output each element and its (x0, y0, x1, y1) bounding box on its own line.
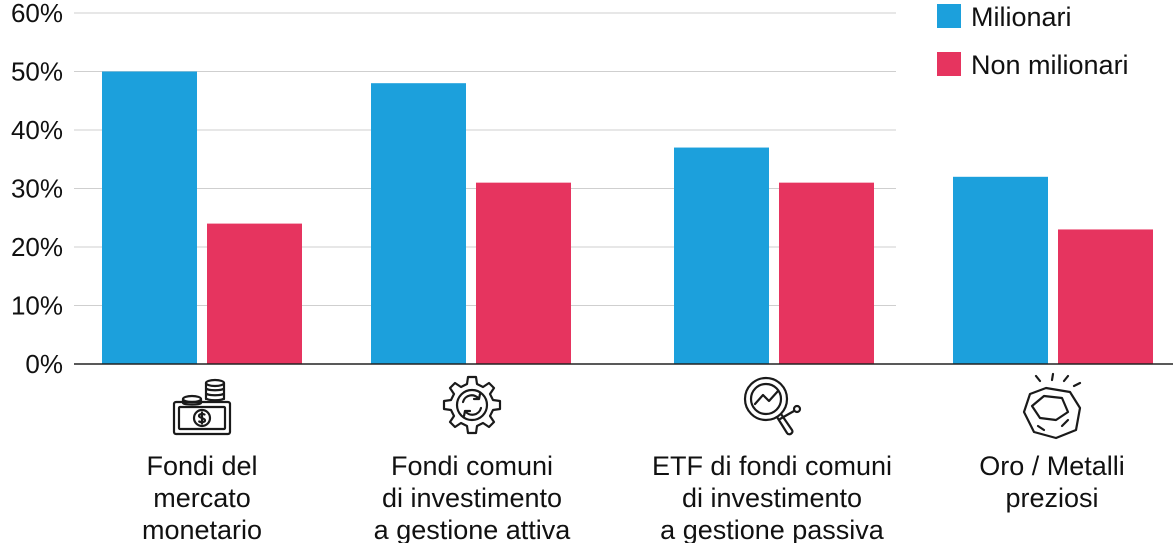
y-tick-label: 10% (11, 291, 63, 321)
category-label-line: a gestione passiva (660, 515, 885, 543)
y-tick-label: 50% (11, 57, 63, 87)
category-label-line: preziosi (1005, 483, 1098, 513)
category-label-line: Fondi comuni (391, 451, 553, 481)
bar-milionari (953, 176, 1048, 364)
y-tick-label: 0% (25, 349, 63, 379)
bar-milionari (674, 147, 769, 364)
magnifier-chart-icon (743, 376, 802, 436)
legend-swatch-milionari (937, 4, 961, 28)
legend-swatch-non-milionari (937, 52, 961, 76)
y-tick-label: 20% (11, 232, 63, 262)
gear-cycle-icon (442, 375, 502, 435)
category-label: Fondi del mercato monetario (142, 451, 262, 543)
bar-milionari (102, 71, 197, 364)
category-label: Oro / Metalli preziosi (979, 451, 1125, 513)
category-label-line: ETF di fondi comuni (652, 451, 892, 481)
category-label: Fondi comuni di investimento a gestione at… (374, 451, 572, 543)
legend-label-non-milionari: Non milionari (971, 50, 1129, 80)
category-label-line: mercato (153, 483, 251, 513)
bar-non-milionari (207, 223, 302, 364)
money-coins-icon (172, 378, 232, 436)
legend-label-milionari: Milionari (971, 2, 1072, 32)
category-label-line: di investimento (382, 483, 562, 513)
y-tick-label: 30% (11, 174, 63, 204)
legend: Milionari Non milionari (937, 2, 1129, 80)
gold-nugget-icon (1022, 372, 1082, 440)
category-label-line: a gestione attiva (374, 515, 572, 543)
bars (102, 71, 1153, 364)
y-axis-ticks: 0% 10% 20% 30% 40% 50% 60% (11, 0, 63, 379)
category-label: ETF di fondi comuni di investimento a gest… (652, 451, 892, 543)
bar-milionari (371, 83, 466, 364)
bar-non-milionari (476, 182, 571, 364)
y-tick-label: 40% (11, 115, 63, 145)
bar-non-milionari (1058, 229, 1153, 364)
category-label-line: di investimento (682, 483, 862, 513)
category-label-line: monetario (142, 515, 262, 543)
category-label-line: Fondi del (146, 451, 257, 481)
bar-non-milionari (779, 182, 874, 364)
category-label-line: Oro / Metalli (979, 451, 1125, 481)
y-tick-label: 60% (11, 0, 63, 28)
